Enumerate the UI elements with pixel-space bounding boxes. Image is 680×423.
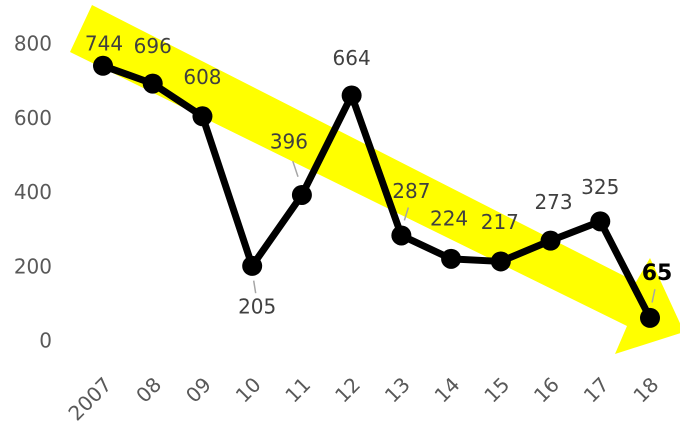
x-tick-label: 11	[280, 372, 315, 407]
data-label: 287	[392, 179, 430, 203]
data-label: 744	[85, 31, 123, 55]
x-tick-label: 13	[380, 372, 415, 407]
x-tick-label: 10	[231, 372, 266, 407]
marker	[391, 225, 412, 246]
x-tick-label: 09	[181, 372, 216, 407]
data-label: 608	[183, 65, 221, 89]
data-label: 273	[534, 190, 572, 214]
data-label: 217	[481, 210, 519, 234]
x-tick-label: 2007	[63, 372, 116, 423]
marker	[93, 55, 113, 76]
marker	[441, 248, 462, 269]
data-label: 205	[238, 294, 276, 318]
leader-line	[651, 289, 656, 303]
leader-line	[252, 280, 257, 294]
x-tick-label: 14	[430, 372, 465, 407]
x-tick-label: 17	[579, 372, 614, 407]
y-tick-label: 0	[39, 329, 52, 353]
y-tick-label: 200	[14, 254, 52, 278]
data-label: 664	[333, 46, 371, 70]
marker	[192, 106, 213, 127]
y-tick-label: 800	[14, 32, 52, 56]
data-label: 696	[134, 34, 172, 58]
trend-arrow	[70, 5, 680, 354]
y-tick-label: 600	[14, 106, 52, 130]
x-tick-label: 08	[131, 372, 166, 407]
marker	[291, 184, 312, 205]
x-tick-label: 16	[529, 372, 564, 407]
marker	[142, 73, 163, 94]
data-label: 65	[642, 261, 673, 286]
marker	[490, 251, 511, 272]
marker	[242, 255, 263, 276]
data-label: 224	[430, 206, 468, 230]
x-tick-label: 12	[330, 372, 365, 407]
data-label: 396	[270, 129, 308, 153]
marker	[341, 85, 362, 106]
leader-line	[403, 207, 410, 221]
marker	[540, 230, 561, 251]
x-tick-label: 18	[628, 372, 663, 407]
marker	[590, 211, 611, 232]
data-label: 325	[581, 175, 619, 199]
leader-line	[292, 160, 299, 178]
x-tick-label: 15	[479, 372, 514, 407]
marker	[640, 307, 660, 328]
y-tick-label: 400	[14, 180, 52, 204]
